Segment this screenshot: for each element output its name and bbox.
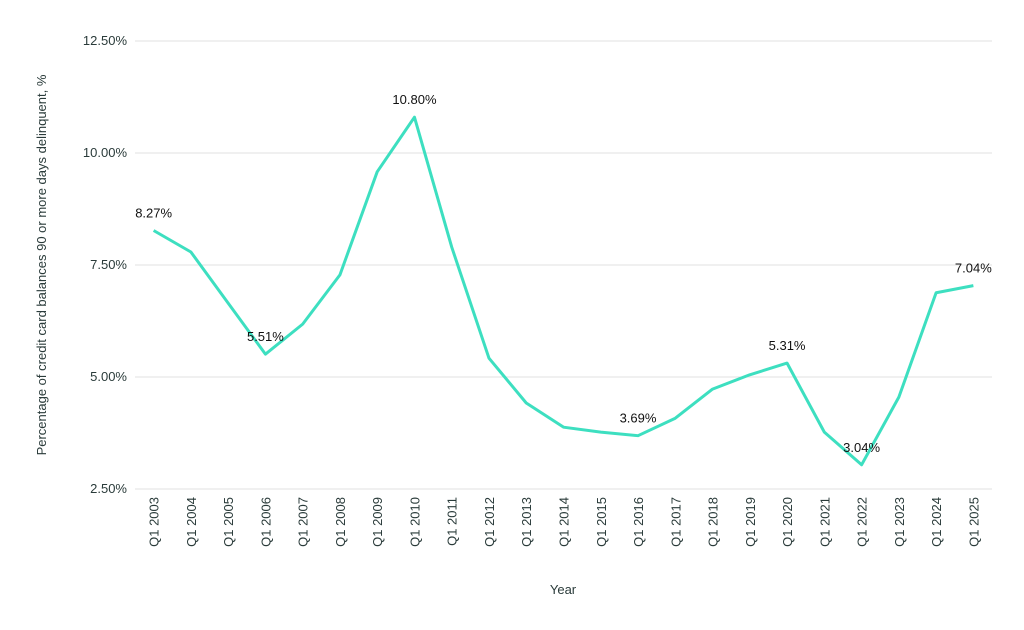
data-label: 10.80% — [392, 92, 437, 107]
x-tick-label: Q1 2017 — [668, 497, 683, 547]
y-tick-label: 2.50% — [90, 481, 127, 496]
data-label: 7.04% — [955, 261, 992, 276]
x-tick-label: Q1 2010 — [407, 497, 422, 547]
x-tick-label: Q1 2015 — [594, 497, 609, 547]
y-tick-label: 12.50% — [83, 33, 128, 48]
x-tick-label: Q1 2003 — [147, 497, 162, 547]
x-tick-label: Q1 2022 — [855, 497, 870, 547]
y-tick-label: 7.50% — [90, 257, 127, 272]
x-tick-label: Q1 2007 — [296, 497, 311, 547]
x-tick-label: Q1 2012 — [482, 497, 497, 547]
x-tick-label: Q1 2004 — [184, 497, 199, 547]
line — [152, 115, 974, 467]
data-label: 5.51% — [247, 329, 284, 344]
x-tick-label: Q1 2018 — [706, 497, 721, 547]
x-tick-label: Q1 2024 — [929, 497, 944, 547]
x-tick-label: Q1 2013 — [519, 497, 534, 547]
x-tick-label: Q1 2021 — [817, 497, 832, 547]
data-label: 3.69% — [620, 411, 657, 426]
y-axis-title: Percentage of credit card balances 90 or… — [34, 74, 49, 455]
data-label: 8.27% — [135, 206, 172, 221]
x-tick-label: Q1 2020 — [780, 497, 795, 547]
x-tick-label: Q1 2009 — [370, 497, 385, 547]
x-tick-label: Q1 2019 — [743, 497, 758, 547]
x-axis-title: Year — [550, 582, 577, 597]
x-tick-label: Q1 2005 — [221, 497, 236, 547]
x-tick-label: Q1 2008 — [333, 497, 348, 547]
y-tick-label: 10.00% — [83, 145, 128, 160]
x-tick-label: Q1 2014 — [557, 497, 572, 547]
data-label: 3.04% — [843, 440, 880, 455]
x-tick-label: Q1 2025 — [966, 497, 981, 547]
x-tick-label: Q1 2011 — [445, 497, 460, 546]
x-tick-label: Q1 2016 — [631, 497, 646, 547]
x-tick-label: Q1 2023 — [892, 497, 907, 547]
y-tick-label: 5.00% — [90, 369, 127, 384]
data-label: 5.31% — [769, 338, 806, 353]
x-tick-label: Q1 2006 — [258, 497, 273, 547]
